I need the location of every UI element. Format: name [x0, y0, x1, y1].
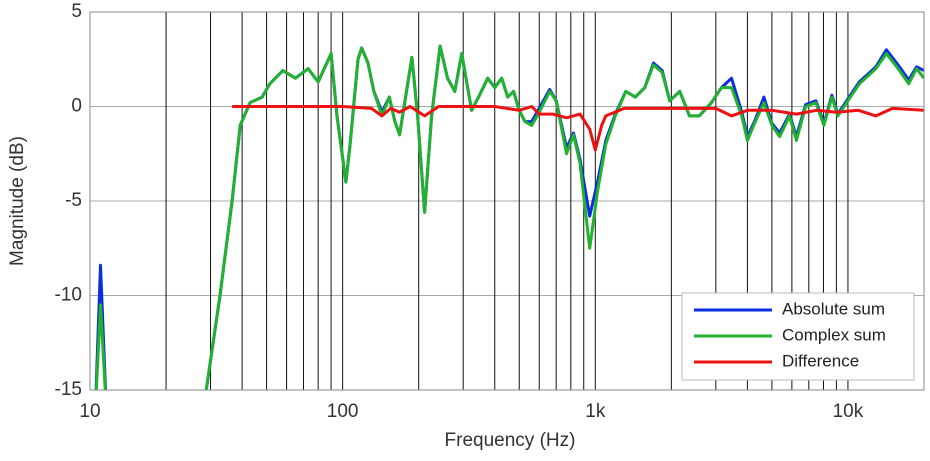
- legend-label: Difference: [782, 351, 859, 370]
- y-tick-label: 5: [71, 1, 82, 22]
- series-group: [94, 44, 924, 390]
- x-tick-label: 10k: [833, 401, 864, 422]
- y-axis-label: Magnitude (dB): [7, 136, 28, 266]
- series-line: [94, 44, 924, 390]
- x-tick-label: 100: [327, 401, 359, 422]
- x-axis-label: Frequency (Hz): [445, 430, 576, 451]
- series-line: [232, 105, 924, 152]
- y-tick-label: 0: [71, 96, 82, 117]
- y-tick-label: -10: [55, 285, 82, 306]
- x-tick-label: 1k: [585, 401, 606, 422]
- legend: Absolute sum Complex sum Difference: [681, 292, 915, 381]
- y-tick-label: -5: [65, 190, 82, 211]
- legend-label: Absolute sum: [782, 299, 885, 318]
- x-tick-label: 10: [79, 401, 100, 422]
- y-tick-label: -15: [55, 379, 82, 400]
- legend-label: Complex sum: [782, 325, 886, 344]
- plot-frame: [89, 11, 925, 391]
